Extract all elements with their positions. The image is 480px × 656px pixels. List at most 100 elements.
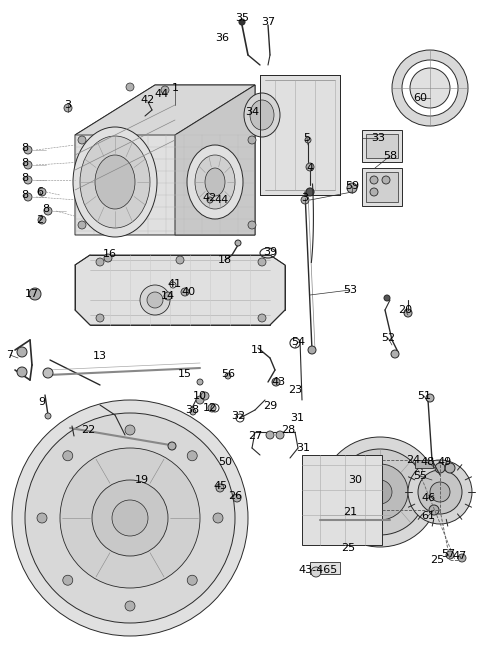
Polygon shape <box>75 255 285 325</box>
Text: 16: 16 <box>103 249 117 259</box>
Circle shape <box>43 368 53 378</box>
Circle shape <box>29 288 41 300</box>
Circle shape <box>276 431 284 439</box>
Circle shape <box>24 146 32 154</box>
Circle shape <box>306 188 314 196</box>
Text: 55: 55 <box>413 471 427 481</box>
Text: 18: 18 <box>218 255 232 265</box>
Ellipse shape <box>12 400 248 636</box>
Circle shape <box>24 176 32 184</box>
Circle shape <box>248 136 256 144</box>
Circle shape <box>308 346 316 354</box>
Text: 24: 24 <box>406 455 420 465</box>
Circle shape <box>391 350 399 358</box>
Circle shape <box>78 136 86 144</box>
Circle shape <box>44 207 52 215</box>
Circle shape <box>446 551 454 559</box>
Text: 58: 58 <box>383 151 397 161</box>
Text: 33: 33 <box>371 133 385 143</box>
Circle shape <box>445 463 455 473</box>
Text: 49: 49 <box>438 457 452 467</box>
Text: 22: 22 <box>81 425 95 435</box>
Text: 50: 50 <box>218 457 232 467</box>
Circle shape <box>311 567 321 577</box>
Text: 20: 20 <box>398 305 412 315</box>
Circle shape <box>201 392 209 400</box>
Text: 17: 17 <box>25 289 39 299</box>
Text: 46: 46 <box>421 493 435 503</box>
Text: 7: 7 <box>6 350 13 360</box>
Circle shape <box>233 494 241 502</box>
Text: 48: 48 <box>421 457 435 467</box>
Circle shape <box>64 104 72 112</box>
Text: 8: 8 <box>22 173 29 183</box>
Text: 60: 60 <box>413 93 427 103</box>
Text: 30: 30 <box>348 475 362 485</box>
Circle shape <box>370 176 378 184</box>
Circle shape <box>37 513 47 523</box>
Text: 43-465: 43-465 <box>299 565 337 575</box>
Text: 11: 11 <box>251 345 265 355</box>
Circle shape <box>187 451 197 461</box>
Circle shape <box>266 431 274 439</box>
Ellipse shape <box>402 60 458 116</box>
Bar <box>302 455 382 545</box>
Ellipse shape <box>187 145 243 219</box>
Text: 8: 8 <box>22 143 29 153</box>
Ellipse shape <box>244 93 280 137</box>
Text: 44: 44 <box>215 195 229 205</box>
Bar <box>362 130 402 162</box>
Circle shape <box>305 137 311 143</box>
Ellipse shape <box>95 155 135 209</box>
Text: 36: 36 <box>215 33 229 43</box>
Polygon shape <box>175 85 255 235</box>
Circle shape <box>207 197 213 203</box>
Circle shape <box>435 463 445 473</box>
Text: 8: 8 <box>42 204 49 214</box>
Text: 53: 53 <box>343 285 357 295</box>
Circle shape <box>104 254 112 262</box>
Text: 8: 8 <box>22 158 29 168</box>
Circle shape <box>216 484 224 492</box>
Text: 54: 54 <box>291 337 305 347</box>
Text: 12: 12 <box>203 403 217 413</box>
Circle shape <box>196 396 204 404</box>
Text: 42: 42 <box>203 193 217 203</box>
Bar <box>362 168 402 206</box>
Text: 43: 43 <box>271 377 285 387</box>
Circle shape <box>258 258 266 266</box>
Polygon shape <box>75 85 255 235</box>
Circle shape <box>164 292 172 300</box>
Text: 13: 13 <box>93 351 107 361</box>
Circle shape <box>458 554 466 562</box>
Circle shape <box>258 314 266 322</box>
Circle shape <box>370 188 378 196</box>
Circle shape <box>176 256 184 264</box>
Text: 25: 25 <box>430 555 444 565</box>
Circle shape <box>96 314 104 322</box>
Circle shape <box>38 188 46 196</box>
Circle shape <box>96 258 104 266</box>
Bar <box>415 460 433 468</box>
Ellipse shape <box>418 470 462 514</box>
Text: 19: 19 <box>135 475 149 485</box>
Text: 23: 23 <box>288 385 302 395</box>
Circle shape <box>235 240 241 246</box>
Text: 1: 1 <box>171 83 179 93</box>
Text: 31: 31 <box>296 443 310 453</box>
Text: 28: 28 <box>281 425 295 435</box>
Circle shape <box>17 367 27 377</box>
Circle shape <box>24 161 32 169</box>
Text: 52: 52 <box>381 333 395 343</box>
Circle shape <box>190 409 196 415</box>
Polygon shape <box>75 85 255 135</box>
Ellipse shape <box>352 464 408 520</box>
Text: 8: 8 <box>22 190 29 200</box>
Text: 32: 32 <box>231 411 245 421</box>
Circle shape <box>168 442 176 450</box>
Text: 35: 35 <box>235 13 249 23</box>
Bar <box>310 562 340 574</box>
Ellipse shape <box>112 500 148 536</box>
Text: 57: 57 <box>441 549 455 559</box>
Text: 9: 9 <box>38 397 46 407</box>
